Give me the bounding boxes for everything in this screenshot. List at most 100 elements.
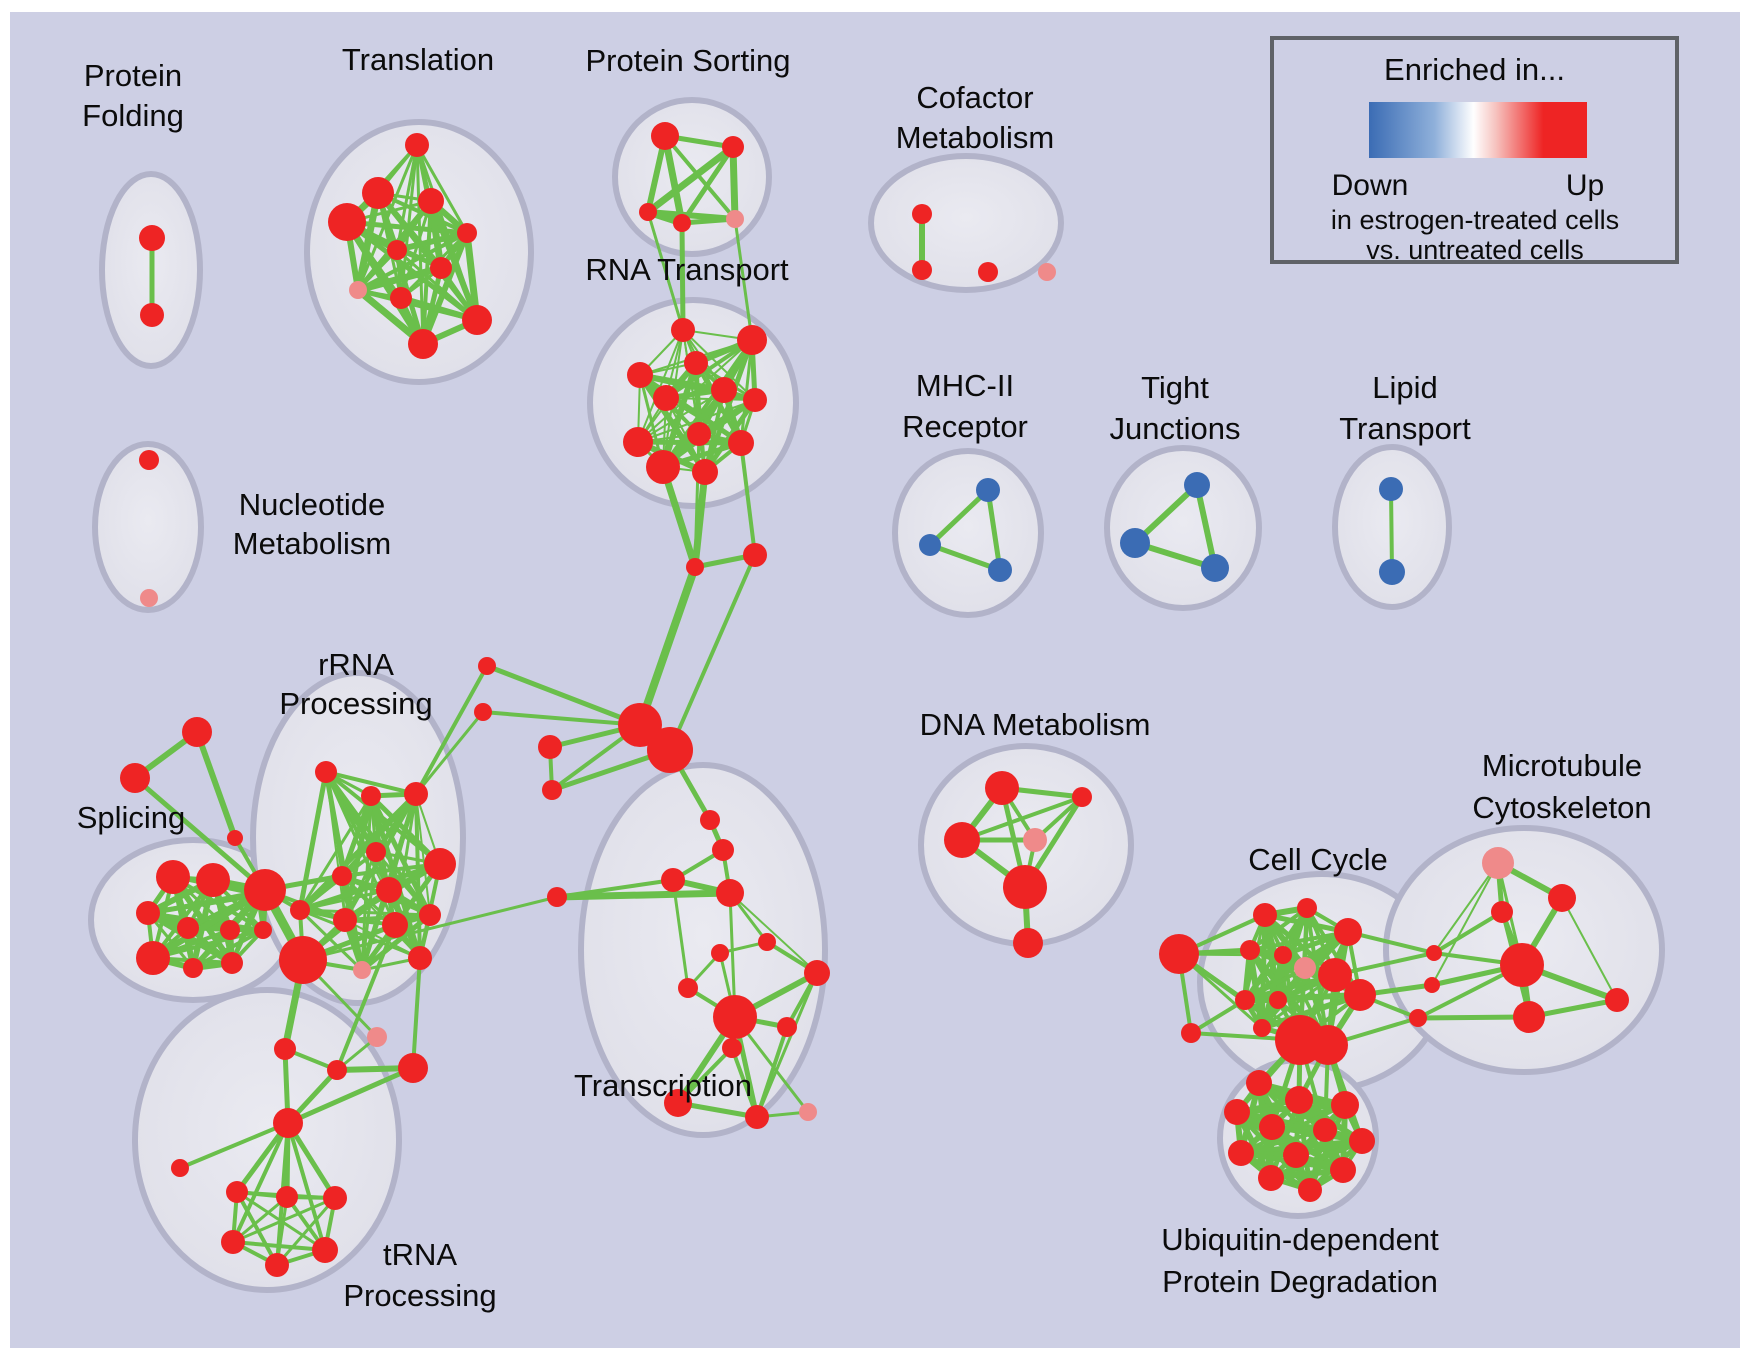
edge-rrna bbox=[298, 908, 422, 960]
cluster-label-mhc: MHC-II bbox=[916, 368, 1014, 403]
node-dna-2 bbox=[944, 822, 980, 858]
node-rrna-9 bbox=[382, 912, 408, 938]
node-cellcycle-7 bbox=[1294, 957, 1316, 979]
node-ubiquitin-0 bbox=[1246, 1070, 1272, 1096]
edge-rna_transport bbox=[637, 372, 744, 446]
cluster-label-ubiquitin: Ubiquitin-dependent bbox=[1161, 1222, 1439, 1257]
node-translation-4 bbox=[457, 223, 477, 243]
node-cellcycle-5 bbox=[1240, 940, 1260, 960]
edge-rrna bbox=[298, 794, 373, 912]
edge-link bbox=[1433, 862, 1499, 954]
edge-link bbox=[132, 775, 268, 893]
node-cellcycle-8 bbox=[1318, 958, 1352, 992]
node-mhc-1 bbox=[919, 534, 941, 556]
edge-link bbox=[411, 956, 422, 1070]
node-microtubule-2 bbox=[1491, 901, 1513, 923]
node-rrna-5 bbox=[376, 877, 402, 903]
node-trna-4 bbox=[323, 1186, 347, 1210]
edge-link bbox=[553, 889, 734, 901]
edge-dna bbox=[960, 795, 1084, 842]
node-rna_transport-4 bbox=[711, 377, 737, 403]
node-rna_transport-7 bbox=[687, 422, 711, 446]
edge-rna_transport bbox=[664, 338, 754, 400]
node-transcription-3 bbox=[716, 879, 744, 907]
cluster-label-ubiquitin: Protein Degradation bbox=[1162, 1264, 1438, 1299]
edge-protein_sorting bbox=[644, 143, 737, 216]
edge-microtubule bbox=[1561, 897, 1618, 1001]
node-connectors-7 bbox=[743, 543, 767, 567]
edge-tight bbox=[1194, 482, 1218, 571]
node-transcription-5 bbox=[711, 944, 729, 962]
node-trna-2 bbox=[226, 1181, 248, 1203]
node-transcription-0 bbox=[700, 810, 720, 830]
node-nucleotide-1 bbox=[140, 589, 158, 607]
node-splicing-0 bbox=[156, 860, 190, 894]
edge-link bbox=[1431, 862, 1499, 986]
node-splicing-7 bbox=[221, 952, 243, 974]
cluster-label-mhc: Receptor bbox=[902, 409, 1028, 444]
edge-mhc bbox=[985, 487, 1003, 573]
layer-labels: Protein Folding Translation Protein Sorting… bbox=[77, 42, 1652, 1313]
node-trna-6 bbox=[312, 1237, 338, 1263]
node-rrna-13 bbox=[279, 936, 327, 984]
node-cellcycle-1 bbox=[1181, 1023, 1201, 1043]
cluster-label-trna: tRNA bbox=[383, 1237, 457, 1272]
node-translation-1 bbox=[362, 177, 394, 209]
edge-mhc bbox=[927, 542, 1003, 573]
node-rna_transport-1 bbox=[737, 325, 767, 355]
node-ubiquitin-4 bbox=[1259, 1114, 1285, 1140]
node-rrna-10 bbox=[419, 904, 441, 926]
edge-trna bbox=[178, 1121, 290, 1170]
node-translation-2 bbox=[328, 203, 366, 241]
edge-cellcycle bbox=[1189, 998, 1247, 1035]
cluster-label-rrna: rRNA bbox=[318, 647, 394, 682]
cluster-label-lipid: Lipid bbox=[1372, 370, 1438, 405]
edge-link bbox=[335, 923, 397, 1072]
cluster-label-protein_folding: Folding bbox=[82, 98, 184, 133]
node-cellcycle-11 bbox=[1269, 991, 1287, 1009]
node-transcription-10 bbox=[722, 1038, 742, 1058]
node-cellcycle-0 bbox=[1159, 934, 1199, 974]
node-tight-0 bbox=[1184, 472, 1210, 498]
edge-cellcycle bbox=[1305, 906, 1362, 997]
legend-caption-line1: in estrogen-treated cells bbox=[1331, 205, 1619, 235]
node-tight-1 bbox=[1120, 528, 1150, 558]
node-rrna-4 bbox=[332, 866, 352, 886]
cluster-ellipse-transcription bbox=[578, 762, 828, 1138]
edge-link bbox=[636, 563, 699, 729]
node-cellcycle-10 bbox=[1235, 990, 1255, 1010]
node-rrna-3 bbox=[366, 842, 386, 862]
node-ubiquitin-7 bbox=[1228, 1140, 1254, 1166]
edge-link bbox=[646, 210, 685, 332]
node-connectors-12 bbox=[367, 1027, 387, 1047]
edge-link bbox=[733, 217, 754, 342]
node-transcription-8 bbox=[713, 995, 757, 1039]
edge-translation bbox=[420, 230, 470, 347]
node-nucleotide-0 bbox=[139, 450, 159, 470]
node-transcription-7 bbox=[678, 978, 698, 998]
node-rrna-6 bbox=[424, 848, 456, 880]
cluster-label-nucleotide: Nucleotide bbox=[239, 487, 385, 522]
node-rrna-2 bbox=[404, 782, 428, 806]
node-mhc-0 bbox=[976, 478, 1000, 502]
cluster-label-microtubule: Cytoskeleton bbox=[1472, 790, 1651, 825]
node-transcription-2 bbox=[661, 868, 685, 892]
node-protein_sorting-2 bbox=[639, 203, 657, 221]
node-splicing-6 bbox=[183, 958, 203, 978]
edge-link bbox=[414, 664, 489, 796]
node-connectors-0 bbox=[478, 657, 496, 675]
edge-rrna bbox=[297, 769, 329, 913]
node-transcription-13 bbox=[799, 1103, 817, 1121]
cluster-ellipse-tight bbox=[1104, 445, 1262, 611]
node-microtubule-0 bbox=[1482, 847, 1514, 879]
node-rna_transport-10 bbox=[646, 450, 680, 484]
node-ubiquitin-5 bbox=[1313, 1118, 1337, 1142]
edge-link bbox=[301, 895, 559, 962]
node-rrna-8 bbox=[333, 908, 357, 932]
legend-gradient-bar bbox=[1369, 102, 1587, 158]
node-connectors-2 bbox=[538, 735, 562, 759]
node-tight-2 bbox=[1201, 554, 1229, 582]
node-splicing-4 bbox=[220, 920, 240, 940]
